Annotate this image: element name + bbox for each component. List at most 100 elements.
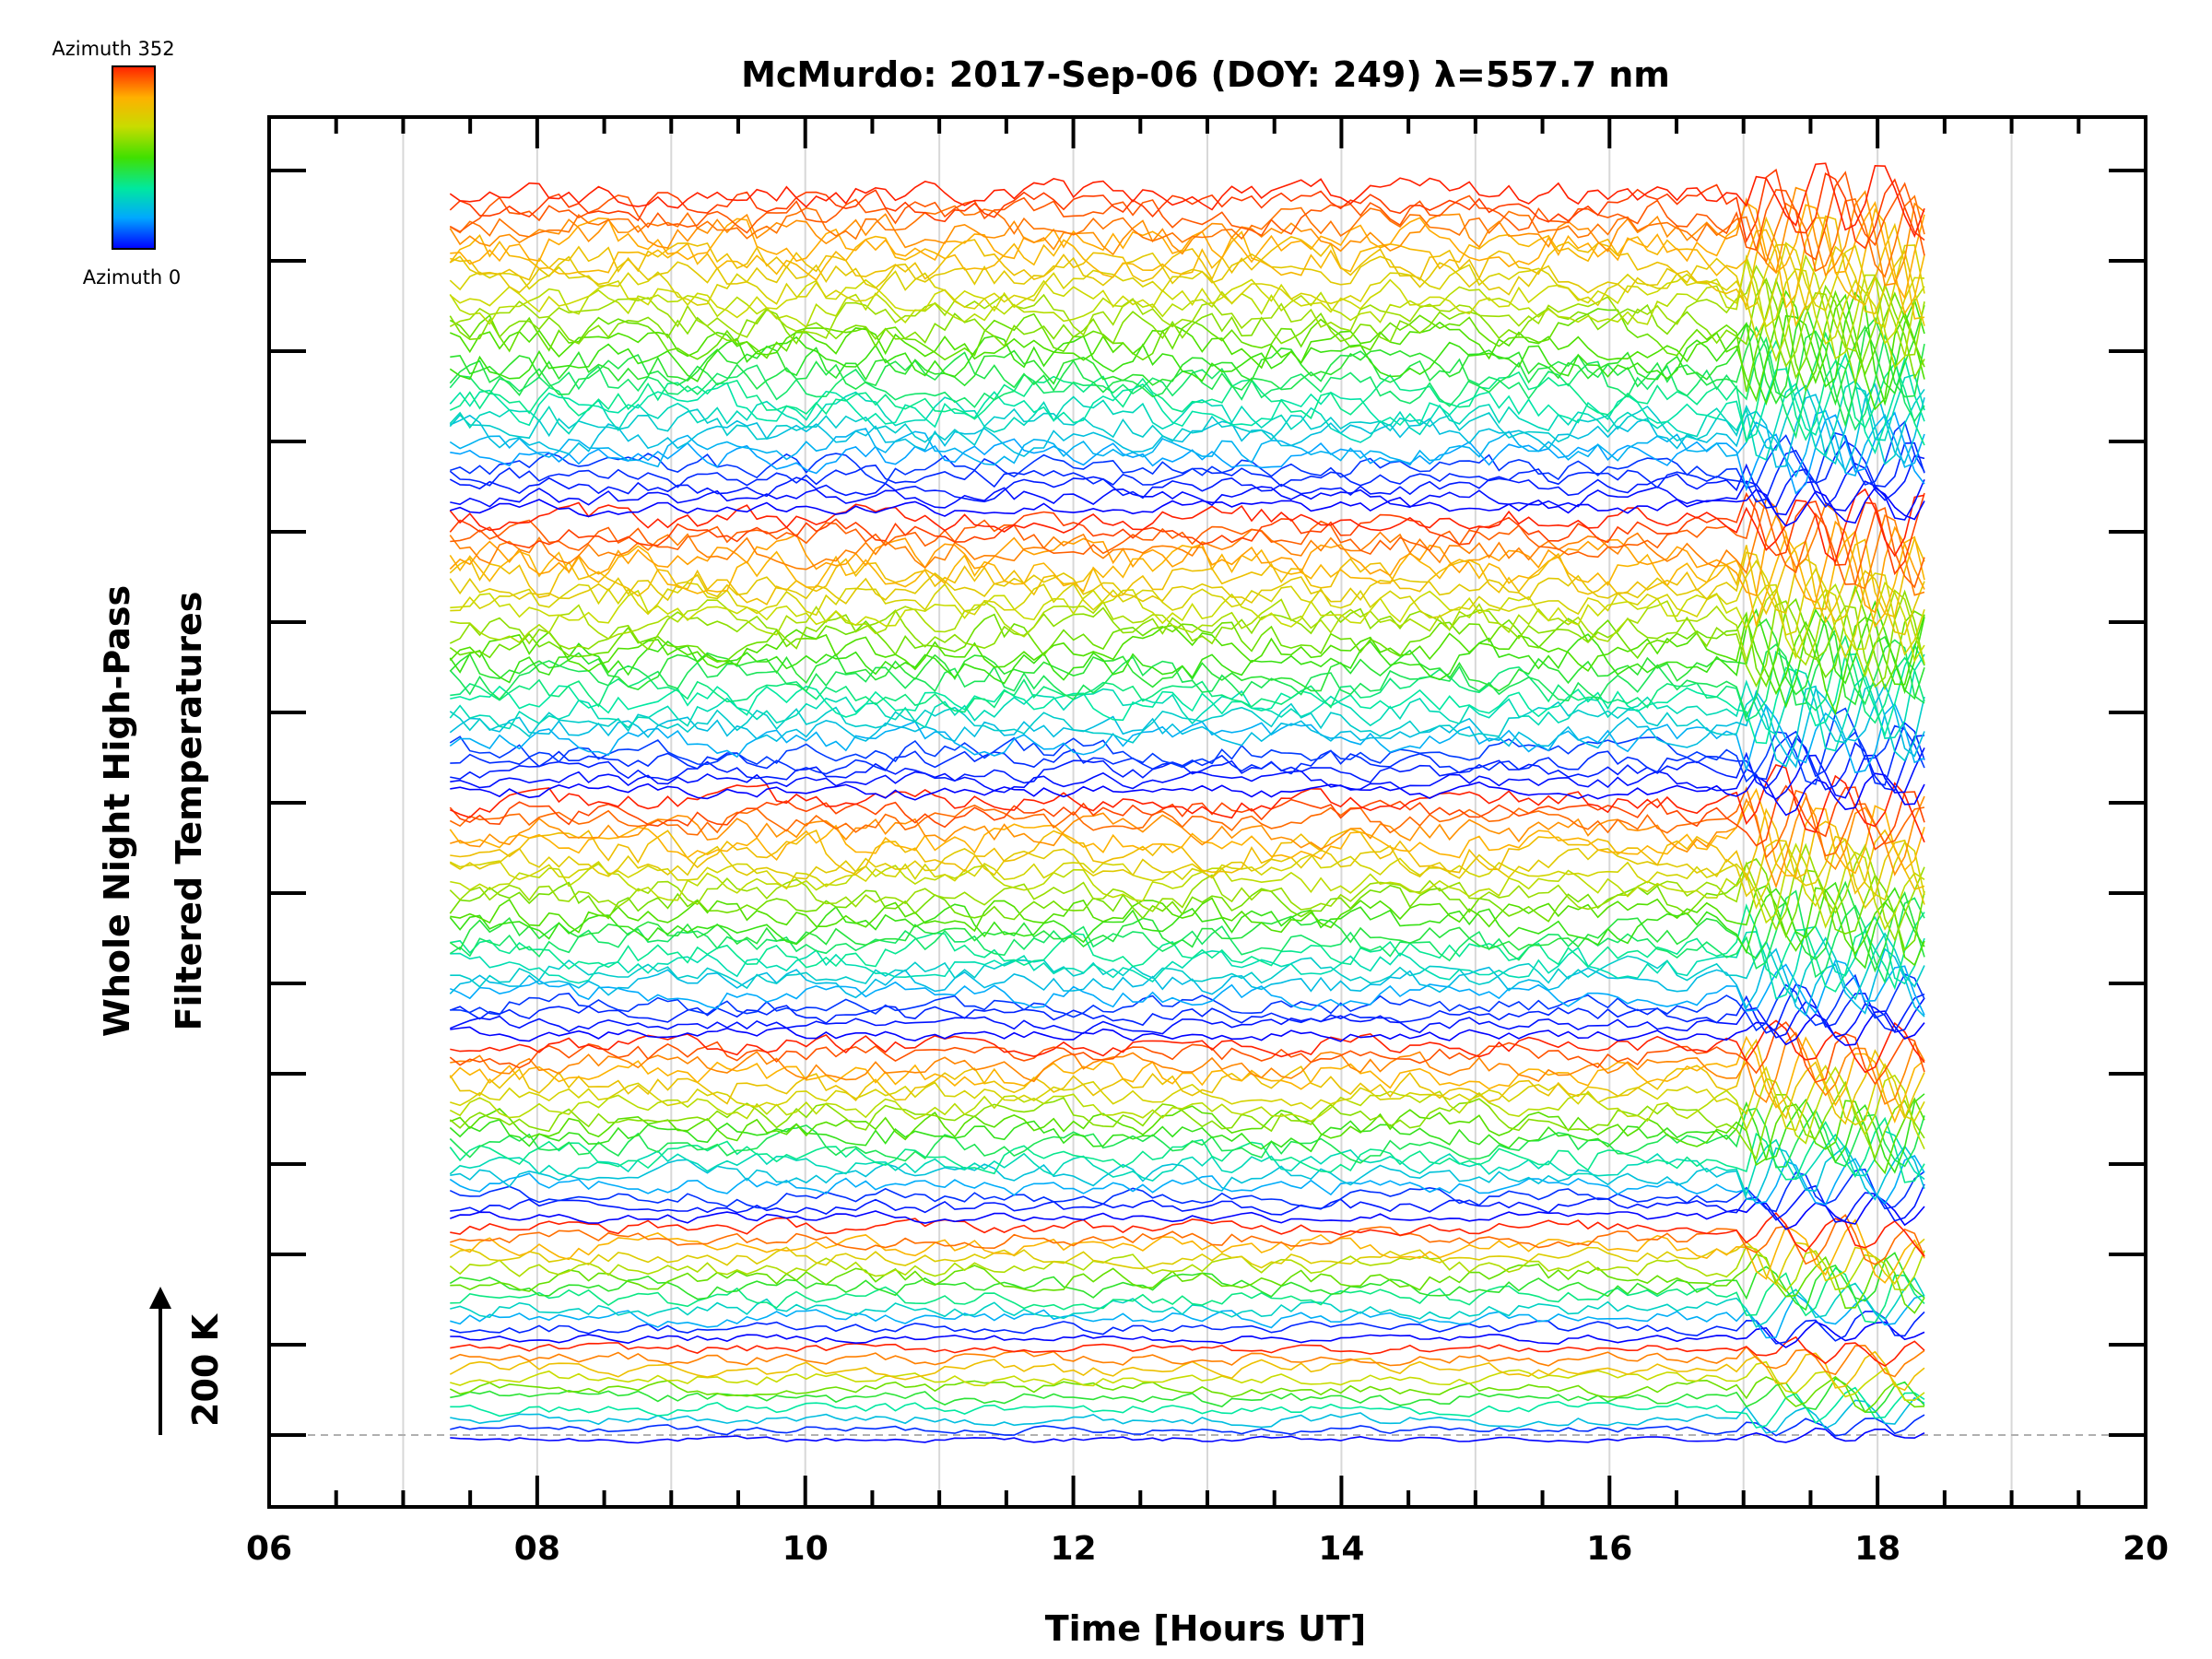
trace-line <box>450 201 1925 300</box>
trace-line <box>449 683 1925 769</box>
trace-line <box>449 1252 1925 1312</box>
trace-line <box>450 420 1925 489</box>
trace-line <box>449 1130 1925 1197</box>
trace-line <box>450 487 1925 527</box>
trace-line <box>449 707 1925 785</box>
x-tick-label-06: 06 <box>246 1530 292 1568</box>
trace-line <box>449 702 1925 774</box>
trace-line <box>449 168 1925 250</box>
trace-line <box>449 291 1925 406</box>
trace-line <box>450 215 1925 328</box>
trace-line <box>449 1035 1925 1124</box>
trace-line <box>449 1238 1925 1286</box>
trace-line <box>450 582 1925 678</box>
colorbar-top-label: Azimuth 352 <box>52 38 174 60</box>
x-tick-label-14: 14 <box>1318 1530 1364 1568</box>
trace-line <box>449 584 1925 691</box>
trace-line <box>450 982 1925 1034</box>
trace-line <box>449 440 1925 503</box>
trace-line <box>449 614 1925 716</box>
trace-line <box>449 488 1925 563</box>
trace-line <box>449 857 1925 952</box>
trace-line <box>450 1218 1925 1284</box>
trace-line <box>449 764 1925 843</box>
trace-line <box>449 513 1925 614</box>
trace-line <box>450 747 1925 800</box>
trace-line <box>450 1010 1925 1046</box>
trace-line <box>449 339 1925 446</box>
colorbar-bottom-label: Azimuth 0 <box>83 266 182 288</box>
trace-line <box>449 947 1925 1018</box>
trace-line <box>449 1107 1925 1169</box>
trace-line <box>449 1080 1925 1160</box>
trace-line <box>449 1245 1925 1292</box>
trace-line <box>449 628 1925 719</box>
trace-line <box>450 1377 1925 1414</box>
trace-line <box>450 1031 1925 1105</box>
trace-line <box>450 1427 1925 1444</box>
trace-line <box>449 838 1925 910</box>
trace-line <box>450 1360 1925 1402</box>
trace-line <box>450 478 1925 521</box>
trace-line <box>450 411 1925 495</box>
trace-line <box>449 589 1925 688</box>
trace-line <box>449 497 1925 596</box>
trace-line <box>450 915 1925 1000</box>
trace-line <box>450 1194 1925 1230</box>
trace-line <box>449 1350 1925 1392</box>
x-tick-label-12: 12 <box>1051 1530 1097 1568</box>
trace-line <box>449 535 1925 624</box>
trace-line <box>450 1214 1925 1265</box>
trace-line <box>450 1396 1925 1434</box>
trace-line <box>449 835 1925 910</box>
trace-line <box>449 162 1925 239</box>
trace-line <box>450 559 1925 660</box>
trace-line <box>450 1386 1925 1429</box>
trace-line <box>450 1212 1925 1257</box>
trace-line <box>450 997 1925 1039</box>
trace-line <box>449 265 1925 369</box>
trace-line <box>449 382 1925 473</box>
x-tick-label-16: 16 <box>1586 1530 1632 1568</box>
trace-line <box>450 1414 1925 1437</box>
trace-line <box>450 1321 1925 1348</box>
trace-line <box>449 787 1925 877</box>
scale-bar-arrowhead <box>149 1287 171 1309</box>
trace-line <box>450 903 1925 993</box>
trace-line <box>450 302 1925 406</box>
trace-line <box>449 454 1925 509</box>
trace-line <box>449 277 1925 393</box>
trace-line <box>449 1093 1925 1174</box>
trace-line <box>450 1311 1925 1345</box>
trace-line <box>450 884 1925 967</box>
trace-line <box>450 581 1925 664</box>
trace-line <box>450 1292 1925 1339</box>
trace-line <box>449 373 1925 462</box>
trace-line <box>449 785 1925 859</box>
trace-line <box>449 889 1925 984</box>
trace-line <box>449 1065 1925 1150</box>
trace-line <box>449 1375 1925 1414</box>
x-tick-labels: 06 08 10 12 14 16 18 20 <box>246 1530 2169 1568</box>
trace-line <box>450 634 1925 724</box>
trace-line <box>450 1183 1925 1223</box>
y-axis-label-line2: Filtered Temperatures <box>169 592 209 1031</box>
trace-line <box>450 1266 1925 1324</box>
trace-line <box>449 880 1925 973</box>
trace-line <box>449 253 1925 369</box>
trace-line <box>450 842 1925 931</box>
scale-bar-label: 200 K <box>185 1312 226 1427</box>
trace-line <box>450 795 1925 889</box>
trace-line <box>449 409 1925 478</box>
trace-line <box>449 551 1925 636</box>
trace-line <box>449 352 1925 455</box>
chart-title: McMurdo: 2017-Sep-06 (DOY: 249) λ=557.7 … <box>741 54 1670 95</box>
trace-line <box>450 1097 1925 1175</box>
trace-line <box>450 642 1925 745</box>
trace-line <box>449 1020 1925 1086</box>
axis-ticks <box>267 117 2147 1507</box>
trace-line <box>449 171 1925 261</box>
trace-line <box>449 491 1925 576</box>
x-tick-label-18: 18 <box>1854 1530 1900 1568</box>
